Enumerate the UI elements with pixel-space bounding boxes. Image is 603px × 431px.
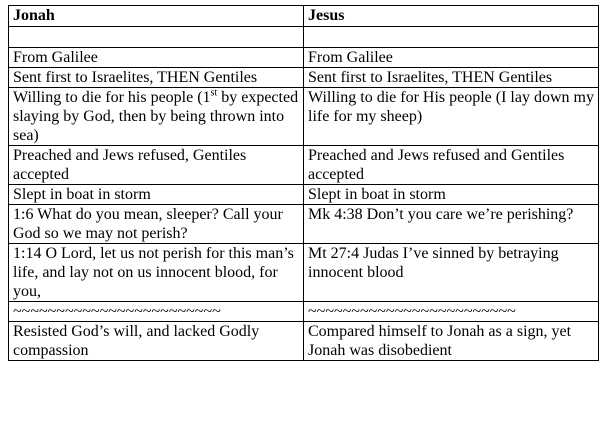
cell-jesus: ~~~~~~~~~~~~~~~~~~~~~~~~ (303, 301, 599, 322)
cell-jesus: Willing to die for His people (I lay dow… (303, 87, 599, 146)
ordinal-superscript: st (210, 87, 218, 99)
header-row: Jonah Jesus (8, 5, 599, 27)
table-row: 1:14 O Lord, let us not perish for this … (8, 243, 599, 302)
cell-jesus: Sent first to Israelites, THEN Gentiles (303, 67, 599, 88)
cell-jonah: 1:14 O Lord, let us not perish for this … (8, 243, 304, 302)
cell-jonah (8, 26, 304, 48)
cell-jesus: Slept in boat in storm (303, 184, 599, 205)
table-row: Preached and Jews refused, Gentiles acce… (8, 145, 599, 185)
cell-jonah: ~~~~~~~~~~~~~~~~~~~~~~~~ (8, 301, 304, 322)
cell-jesus: Preached and Jews refused and Gentiles a… (303, 145, 599, 185)
cell-jonah: 1:6 What do you mean, sleeper? Call your… (8, 204, 304, 244)
table-row (8, 26, 599, 48)
cell-jesus: Mk 4:38 Don’t you care we’re perishing? (303, 204, 599, 244)
table-row: Sent first to Israelites, THEN Gentiles … (8, 67, 599, 88)
table-row: 1:6 What do you mean, sleeper? Call your… (8, 204, 599, 244)
cell-jonah: Sent first to Israelites, THEN Gentiles (8, 67, 304, 88)
cell-text-part: Willing to die for his people (1 (13, 89, 211, 106)
table-row: From Galilee From Galilee (8, 47, 599, 68)
table-row: Resisted God’s will, and lacked Godly co… (8, 321, 599, 361)
cell-jonah: Resisted God’s will, and lacked Godly co… (8, 321, 304, 361)
cell-jesus (303, 26, 599, 48)
cell-jonah: Willing to die for his people (1st by ex… (8, 87, 304, 146)
header-jonah: Jonah (8, 5, 304, 27)
table-row: Willing to die for his people (1st by ex… (8, 87, 599, 146)
cell-jonah: From Galilee (8, 47, 304, 68)
comparison-table: Jonah Jesus From Galilee From Galilee Se… (8, 5, 599, 361)
cell-jonah: Preached and Jews refused, Gentiles acce… (8, 145, 304, 185)
cell-jesus: Compared himself to Jonah as a sign, yet… (303, 321, 599, 361)
table-row: ~~~~~~~~~~~~~~~~~~~~~~~~ ~~~~~~~~~~~~~~~… (8, 301, 599, 322)
table-row: Slept in boat in storm Slept in boat in … (8, 184, 599, 205)
header-jesus: Jesus (303, 5, 599, 27)
cell-jesus: From Galilee (303, 47, 599, 68)
cell-jonah: Slept in boat in storm (8, 184, 304, 205)
cell-jesus: Mt 27:4 Judas I’ve sinned by betraying i… (303, 243, 599, 302)
cell-text-part: by expected slaying by God, then by bein… (13, 89, 299, 144)
